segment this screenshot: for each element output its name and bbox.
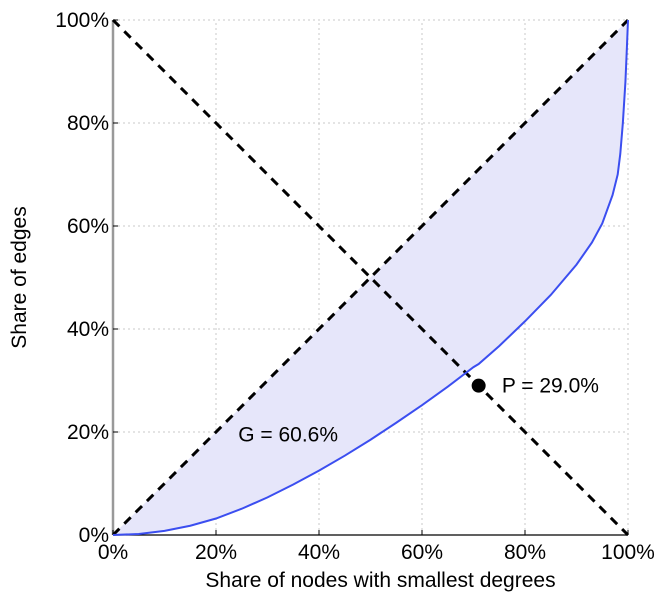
y-tick-label: 100% [55,9,109,32]
intersection-point [471,378,486,393]
x-tick-label: 0% [98,541,128,564]
lorenz-curve [112,19,629,536]
gini-annotation: G = 60.6% [238,424,338,447]
annotations: G = 60.6% P = 29.0% [238,375,599,447]
lorenz-curve-layer [112,19,629,536]
y-tick-label: 0% [79,524,109,547]
point-layer [471,378,486,393]
x-axis-title: Share of nodes with smallest degrees [205,569,555,592]
axes [111,19,629,536]
gini-area-layer [113,20,628,535]
x-tick-label: 100% [601,541,655,564]
p-annotation: P = 29.0% [502,375,599,398]
gini-area [113,20,628,535]
x-tick-label: 80% [504,541,546,564]
y-tick-label: 20% [67,421,109,444]
y-axis-title: Share of edges [8,206,31,348]
y-tick-label: 60% [67,215,109,238]
y-tick-label: 40% [67,318,109,341]
tick-labels: 0% 20% 40% 60% 80% 100% 0% 20% 40% 60% 80% 100% [55,9,655,564]
y-tick-label: 80% [67,112,109,135]
x-tick-label: 20% [195,541,237,564]
x-tick-label: 60% [401,541,443,564]
x-tick-label: 40% [298,541,340,564]
